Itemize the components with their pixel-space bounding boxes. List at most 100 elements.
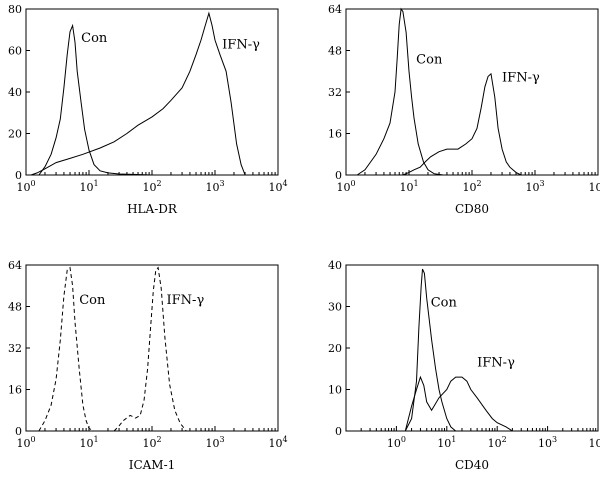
con-annotation: Con: [416, 52, 443, 67]
y-tick-label: 64: [8, 259, 22, 272]
x-tick-base: 10: [488, 437, 502, 450]
x-tick-label: 103: [525, 179, 544, 194]
x-tick-label: 102: [462, 179, 481, 194]
con-curve: [356, 7, 444, 176]
ifn-gamma-curve: [30, 11, 246, 176]
x-tick-base: 10: [538, 437, 552, 450]
con-annotation: Con: [79, 293, 106, 308]
x-tick-label: 101: [79, 435, 98, 450]
con-annotation: Con: [431, 296, 458, 311]
x-tick-base: 10: [142, 437, 156, 450]
y-tick-label: 40: [8, 86, 22, 99]
x-tick-label: 103: [205, 435, 224, 450]
ifn-gamma-curve: [113, 266, 187, 432]
y-tick-label: 48: [8, 301, 22, 314]
x-tick-label: 100: [16, 435, 35, 450]
x-tick-label: 100: [387, 435, 406, 450]
x-tick-base: 10: [588, 181, 600, 194]
x-tick-base: 10: [142, 181, 156, 194]
y-tick-label: 10: [328, 384, 342, 397]
y-tick-label: 40: [328, 259, 342, 272]
x-tick-exponent: 1: [413, 179, 418, 188]
x-tick-exponent: 2: [156, 435, 161, 444]
x-axis-label: CD40: [455, 458, 489, 472]
y-tick-label: 16: [328, 128, 342, 141]
ifn-gamma-annotation: IFN-γ: [477, 356, 515, 371]
x-tick-exponent: 1: [93, 435, 98, 444]
x-tick-label: 100: [336, 179, 355, 194]
y-tick-label: 60: [8, 45, 22, 58]
x-tick-base: 10: [268, 437, 282, 450]
x-tick-base: 10: [588, 437, 600, 450]
x-tick-label: 103: [538, 435, 557, 450]
x-tick-label: 101: [437, 435, 456, 450]
x-tick-exponent: 4: [282, 435, 287, 444]
ifn-gamma-annotation: IFN-γ: [502, 71, 540, 86]
x-tick-base: 10: [79, 437, 93, 450]
x-tick-label: 104: [588, 435, 600, 450]
plot-frame: [345, 264, 599, 432]
y-tick-label: 20: [328, 342, 342, 355]
con-annotation: Con: [81, 31, 108, 46]
ifn-gamma-curve: [402, 72, 522, 176]
y-tick-label: 0: [15, 169, 22, 182]
x-tick-base: 10: [336, 181, 350, 194]
x-tick-exponent: 3: [219, 179, 224, 188]
x-tick-label: 102: [142, 179, 161, 194]
x-tick-label: 104: [588, 179, 600, 194]
x-tick-exponent: 3: [539, 179, 544, 188]
y-tick-label: 0: [15, 425, 22, 438]
x-tick-base: 10: [205, 181, 219, 194]
y-tick-label: 30: [328, 301, 342, 314]
x-tick-label: 100: [16, 179, 35, 194]
ifn-gamma-curve: [404, 375, 513, 432]
cd80-histogram: 016324864100101102103104CD80ConIFN-γ: [328, 3, 600, 216]
x-tick-exponent: 2: [476, 179, 481, 188]
y-tick-label: 16: [8, 384, 22, 397]
x-tick-exponent: 3: [219, 435, 224, 444]
x-axis-label: HLA-DR: [127, 202, 178, 216]
x-tick-exponent: 2: [156, 179, 161, 188]
y-tick-label: 80: [8, 3, 22, 16]
cd40-histogram: 010203040100101102103104CD40ConIFN-γ: [328, 259, 600, 472]
x-tick-exponent: 0: [30, 435, 35, 444]
y-tick-label: 32: [8, 342, 22, 355]
x-tick-base: 10: [399, 181, 413, 194]
x-tick-base: 10: [437, 437, 451, 450]
ifn-gamma-annotation: IFN-γ: [222, 37, 260, 52]
x-tick-exponent: 0: [401, 435, 406, 444]
x-tick-label: 104: [268, 179, 287, 194]
x-tick-label: 101: [79, 179, 98, 194]
plot-frame: [345, 8, 599, 176]
x-tick-exponent: 1: [93, 179, 98, 188]
x-tick-base: 10: [462, 181, 476, 194]
x-tick-label: 103: [205, 179, 224, 194]
x-tick-base: 10: [268, 181, 282, 194]
x-tick-exponent: 3: [552, 435, 557, 444]
con-curve: [38, 266, 95, 432]
y-tick-label: 32: [328, 86, 342, 99]
con-curve: [38, 23, 183, 176]
y-tick-label: 0: [335, 425, 342, 438]
x-tick-base: 10: [387, 437, 401, 450]
x-tick-label: 102: [488, 435, 507, 450]
x-tick-base: 10: [205, 437, 219, 450]
plot-frame: [25, 264, 279, 432]
y-tick-label: 64: [328, 3, 342, 16]
x-tick-exponent: 4: [282, 179, 287, 188]
con-curve: [404, 268, 457, 432]
y-tick-label: 48: [328, 45, 342, 58]
x-axis-label: CD80: [455, 202, 489, 216]
x-tick-exponent: 0: [30, 179, 35, 188]
x-tick-label: 102: [142, 435, 161, 450]
x-tick-exponent: 2: [502, 435, 507, 444]
y-tick-label: 0: [335, 169, 342, 182]
x-axis-label: ICAM-1: [129, 458, 176, 472]
x-tick-exponent: 1: [451, 435, 456, 444]
x-tick-base: 10: [16, 181, 30, 194]
x-tick-label: 104: [268, 435, 287, 450]
ifn-gamma-annotation: IFN-γ: [167, 293, 205, 308]
